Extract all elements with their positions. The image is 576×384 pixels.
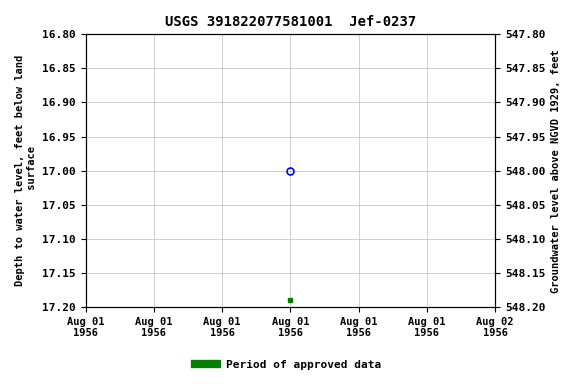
Title: USGS 391822077581001  Jef-0237: USGS 391822077581001 Jef-0237 [165, 15, 416, 29]
Y-axis label: Depth to water level, feet below land
 surface: Depth to water level, feet below land su… [15, 55, 37, 286]
Y-axis label: Groundwater level above NGVD 1929, feet: Groundwater level above NGVD 1929, feet [551, 49, 561, 293]
Legend: Period of approved data: Period of approved data [191, 356, 385, 375]
